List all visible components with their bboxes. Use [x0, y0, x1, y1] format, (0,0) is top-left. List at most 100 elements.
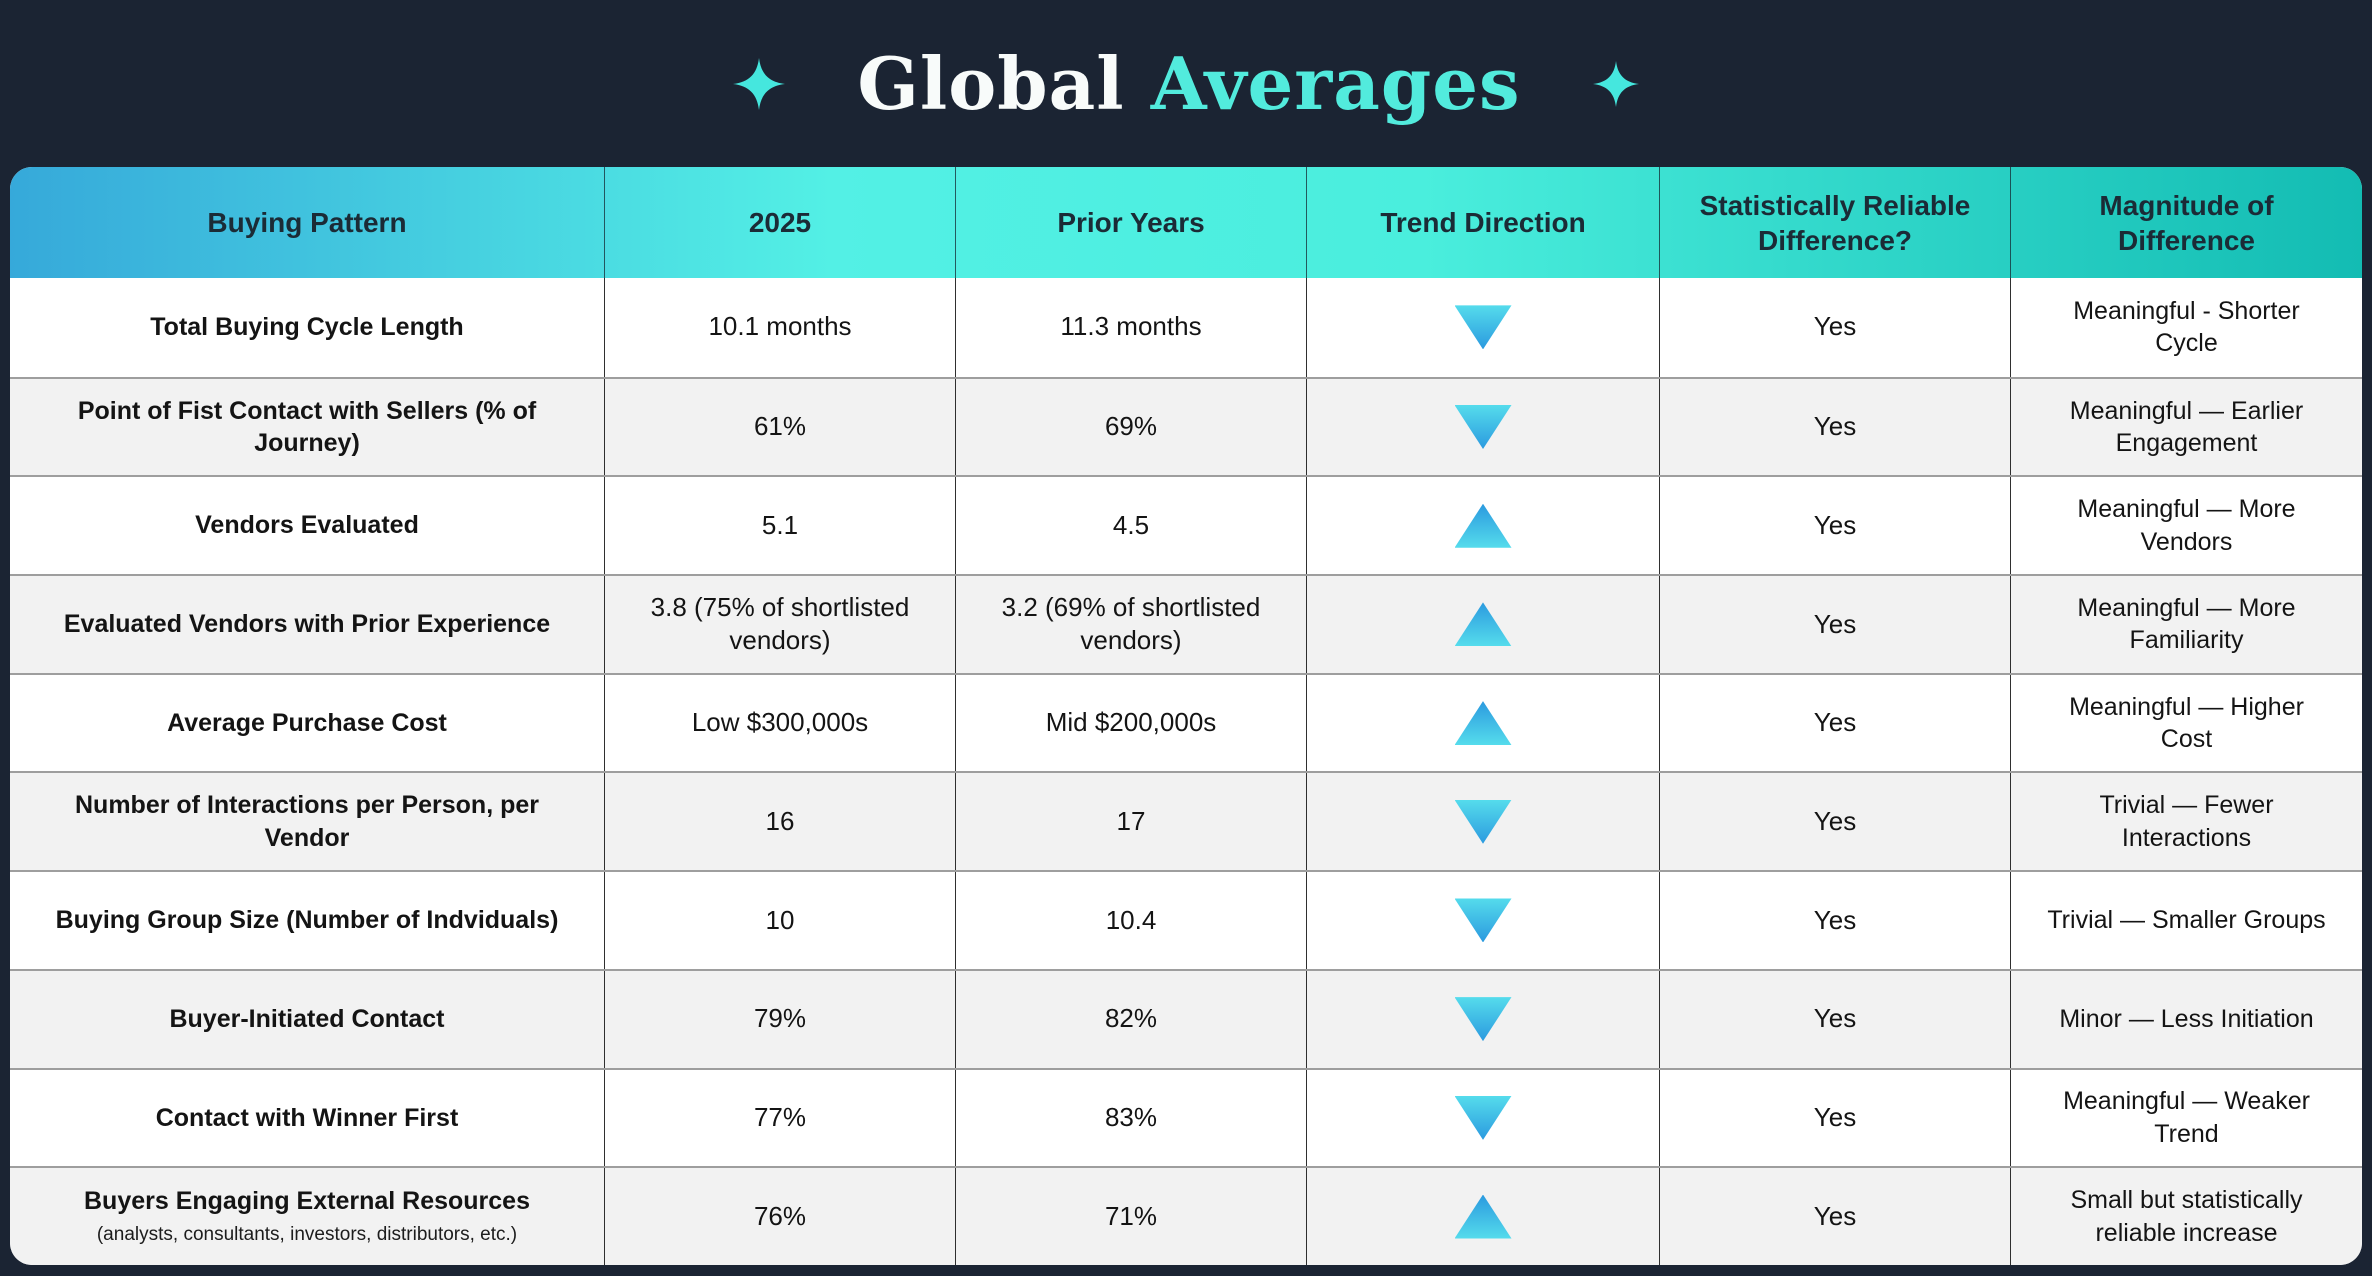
pattern-cell: Average Purchase Cost: [10, 674, 605, 772]
prior-years-cell: 10.4: [956, 872, 1307, 969]
trend-down-icon: [1454, 997, 1512, 1042]
pattern-label: Buyer-Initiated Contact: [169, 1004, 445, 1033]
trend-down-icon: [1454, 305, 1512, 350]
pattern-label: Evaluated Vendors with Prior Experience: [63, 610, 551, 639]
reliable-cell: Yes: [1660, 576, 2011, 673]
trend-cell: [1307, 378, 1660, 476]
prior-years-cell: 69%: [956, 378, 1307, 476]
trend-cell: [1307, 576, 1660, 673]
pattern-label: Vendors Evaluated: [195, 511, 419, 540]
table-row: Average Purchase Cost Low $300,000s Mid $2…: [10, 672, 2362, 772]
table-row: Number of Interactions per Person, per V…: [10, 771, 2362, 871]
reliable-cell: Yes: [1660, 1069, 2011, 1167]
title-bar: Global Averages: [0, 0, 2372, 167]
pattern-label: Buying Group Size (Number of Indviduals): [55, 906, 559, 935]
table-row: Total Buying Cycle Length 10.1 months 11.3…: [10, 278, 2362, 377]
title-word-averages: Averages: [1150, 41, 1521, 126]
pattern-label: Number of Interactions per Person, per V…: [75, 791, 539, 852]
pattern-cell: Number of Interactions per Person, per V…: [10, 773, 605, 871]
pattern-cell: Total Buying Cycle Length: [10, 278, 605, 377]
pattern-cell: Contact with Winner First: [10, 1069, 605, 1167]
sparkle-icon-right: [1592, 60, 1639, 107]
reliable-cell: Yes: [1660, 970, 2011, 1068]
column-header-magnitude-of-difference: Magnitude of Difference: [2099, 189, 2274, 256]
trend-down-icon: [1454, 799, 1512, 844]
table-header-row: Buying Pattern 2025 Prior Years Trend Direc…: [10, 167, 2362, 278]
column-header-trend-direction: Trend Direction: [1307, 167, 1660, 278]
prior-years-cell: 82%: [956, 970, 1307, 1068]
pattern-sub-label: (analysts, consultants, investors, distr…: [96, 1223, 518, 1245]
column-header-statistically-reliable-difference: Statistically Reliable Difference?: [1660, 167, 2011, 278]
value-2025-cell: 10: [605, 872, 956, 969]
reliable-cell: Yes: [1660, 1168, 2011, 1265]
trend-cell: [1307, 674, 1660, 772]
pattern-label: Buyers Engaging External Resources: [84, 1187, 530, 1216]
table-row: Contact with Winner First 77% 83% Yes Meanin…: [10, 1067, 2362, 1167]
trend-cell: [1307, 1168, 1660, 1265]
prior-years-cell: 3.2 (69% of shortlisted vendors): [956, 576, 1307, 673]
prior-years-cell: 83%: [956, 1069, 1307, 1167]
reliable-cell: Yes: [1660, 674, 2011, 772]
trend-cell: [1307, 1069, 1660, 1167]
pattern-cell: Buyer-Initiated Contact: [10, 970, 605, 1068]
trend-cell: [1307, 278, 1660, 377]
pattern-label: Total Buying Cycle Length: [150, 313, 464, 342]
value-2025-cell: 76%: [605, 1168, 956, 1265]
value-2025-cell: 3.8 (75% of shortlisted vendors): [605, 576, 956, 673]
pattern-cell: Buying Group Size (Number of Indviduals): [10, 872, 605, 969]
pattern-cell: Vendors Evaluated: [10, 477, 605, 575]
table-row: Buying Group Size (Number of Indviduals)…: [10, 870, 2362, 969]
magnitude-cell: Minor — Less Initiation: [2059, 1004, 2314, 1033]
trend-up-icon: [1454, 602, 1512, 647]
trend-cell: [1307, 872, 1660, 969]
value-2025-cell: 10.1 months: [605, 278, 956, 377]
column-header-2025: 2025: [605, 167, 956, 278]
value-2025-cell: 5.1: [605, 477, 956, 575]
magnitude-cell: Meaningful — Earlier Engagement: [2069, 396, 2304, 458]
pattern-cell: Point of Fist Contact with Sellers (% of…: [10, 378, 605, 476]
table-row: Vendors Evaluated 5.1 4.5 Yes Meaningful — M…: [10, 475, 2362, 575]
magnitude-cell: Small but statistically reliable increas…: [2070, 1186, 2303, 1247]
trend-cell: [1307, 970, 1660, 1068]
pattern-label: Average Purchase Cost: [167, 708, 447, 737]
trend-cell: [1307, 477, 1660, 575]
table-row: Buyer-Initiated Contact 79% 82% Yes Minor — …: [10, 968, 2362, 1068]
pattern-label: Point of Fist Contact with Sellers (% of…: [77, 396, 537, 458]
pattern-cell: Evaluated Vendors with Prior Experience: [10, 576, 605, 673]
data-table: Buying Pattern 2025 Prior Years Trend Direc…: [10, 167, 2362, 1265]
magnitude-cell: Meaningful — More Familiarity: [2077, 593, 2296, 655]
page-title: Global Averages: [857, 41, 1520, 126]
column-header-prior-years: Prior Years: [956, 167, 1307, 278]
magnitude-cell: Meaningful — Weaker Trend: [2063, 1087, 2310, 1148]
trend-up-icon: [1454, 1194, 1512, 1239]
prior-years-cell: 4.5: [956, 477, 1307, 575]
magnitude-cell: Trivial — Fewer Interactions: [2099, 791, 2274, 852]
reliable-cell: Yes: [1660, 278, 2011, 377]
reliable-cell: Yes: [1660, 477, 2011, 575]
column-header-buying-pattern: Buying Pattern: [10, 167, 605, 278]
trend-up-icon: [1454, 503, 1512, 548]
prior-years-cell: 17: [956, 773, 1307, 871]
magnitude-cell: Meaningful — Higher Cost: [2069, 692, 2304, 754]
value-2025-cell: 16: [605, 773, 956, 871]
magnitude-cell: Meaningful - Shorter Cycle: [2073, 296, 2300, 358]
prior-years-cell: Mid $200,000s: [956, 674, 1307, 772]
reliable-cell: Yes: [1660, 773, 2011, 871]
value-2025-cell: 61%: [605, 378, 956, 476]
pattern-label: Contact with Winner First: [155, 1103, 459, 1132]
prior-years-cell: 11.3 months: [956, 278, 1307, 377]
value-2025-cell: 79%: [605, 970, 956, 1068]
title-word-global: Global: [857, 41, 1125, 126]
pattern-cell: Buyers Engaging External Resources (analy…: [10, 1168, 605, 1265]
magnitude-cell: Trivial — Smaller Groups: [2047, 906, 2326, 935]
reliable-cell: Yes: [1660, 872, 2011, 969]
prior-years-cell: 71%: [956, 1168, 1307, 1265]
trend-down-icon: [1454, 405, 1512, 450]
trend-down-icon: [1454, 898, 1512, 943]
trend-up-icon: [1454, 701, 1512, 746]
reliable-cell: Yes: [1660, 378, 2011, 476]
table-row: Point of Fist Contact with Sellers (% of…: [10, 376, 2362, 476]
table-row: Buyers Engaging External Resources (analy…: [10, 1166, 2362, 1265]
trend-down-icon: [1454, 1095, 1512, 1140]
table-row: Evaluated Vendors with Prior Experience 3…: [10, 574, 2362, 673]
